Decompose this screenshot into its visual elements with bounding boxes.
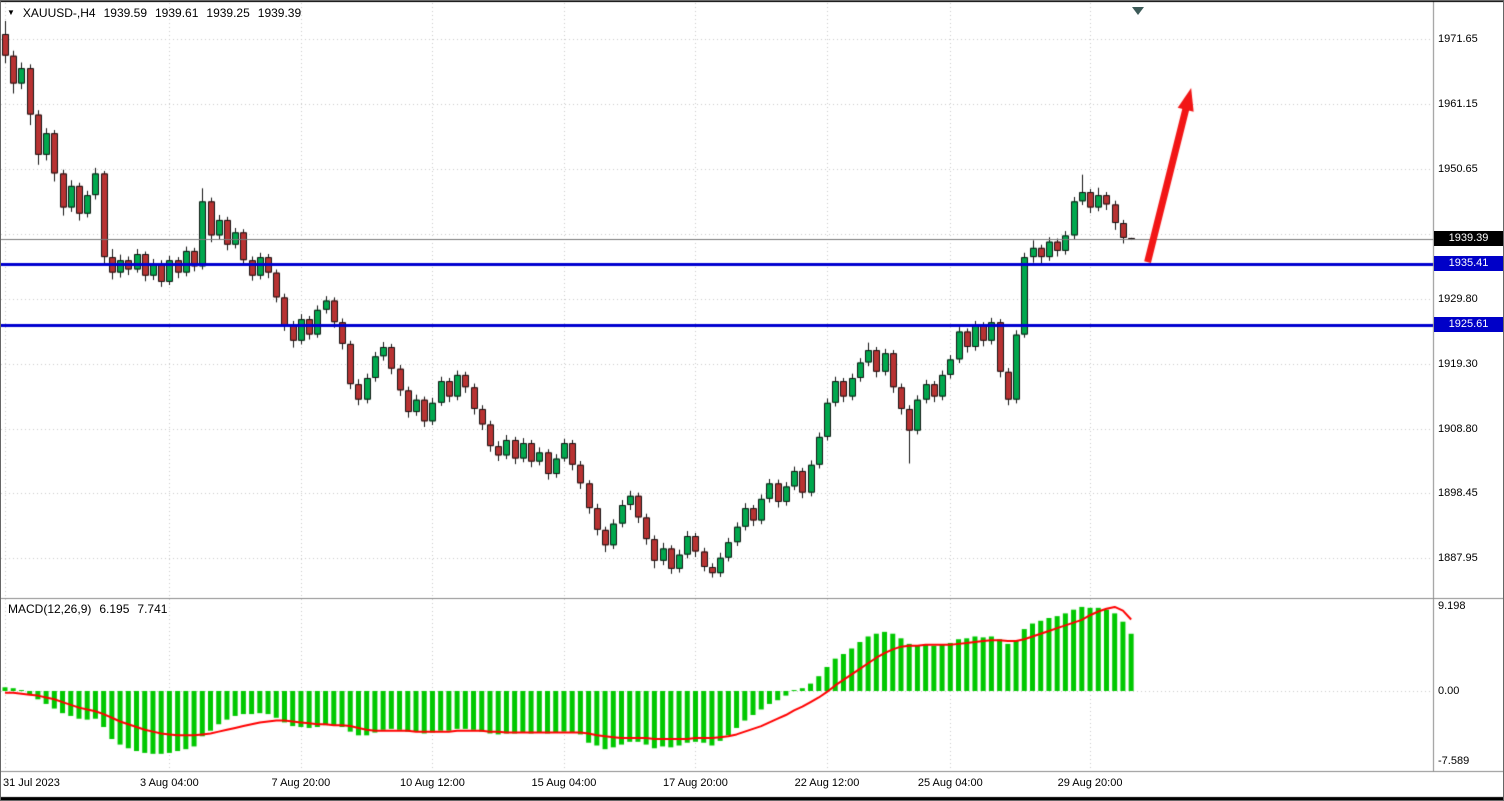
- ohlc-close: 1939.39: [257, 6, 302, 20]
- macd-title-text: MACD(12,26,9): [8, 602, 92, 616]
- macd-indicator-label: MACD(12,26,9) 6.195 7.741: [8, 602, 167, 616]
- symbol-period-label: XAUUSD-,H4: [22, 6, 96, 20]
- ohlc-low: 1939.25: [206, 6, 250, 20]
- ohlc-open: 1939.59: [103, 6, 147, 20]
- symbol-dropdown-icon[interactable]: ▼: [7, 8, 15, 17]
- ohlc-high: 1939.61: [155, 6, 199, 20]
- chart-shift-marker-icon[interactable]: [1132, 7, 1144, 15]
- macd-main-value: 6.195: [99, 602, 130, 616]
- symbol-info: ▼ XAUUSD-,H4 1939.59 1939.61 1939.25 193…: [7, 6, 301, 20]
- macd-signal-value: 7.741: [137, 602, 168, 616]
